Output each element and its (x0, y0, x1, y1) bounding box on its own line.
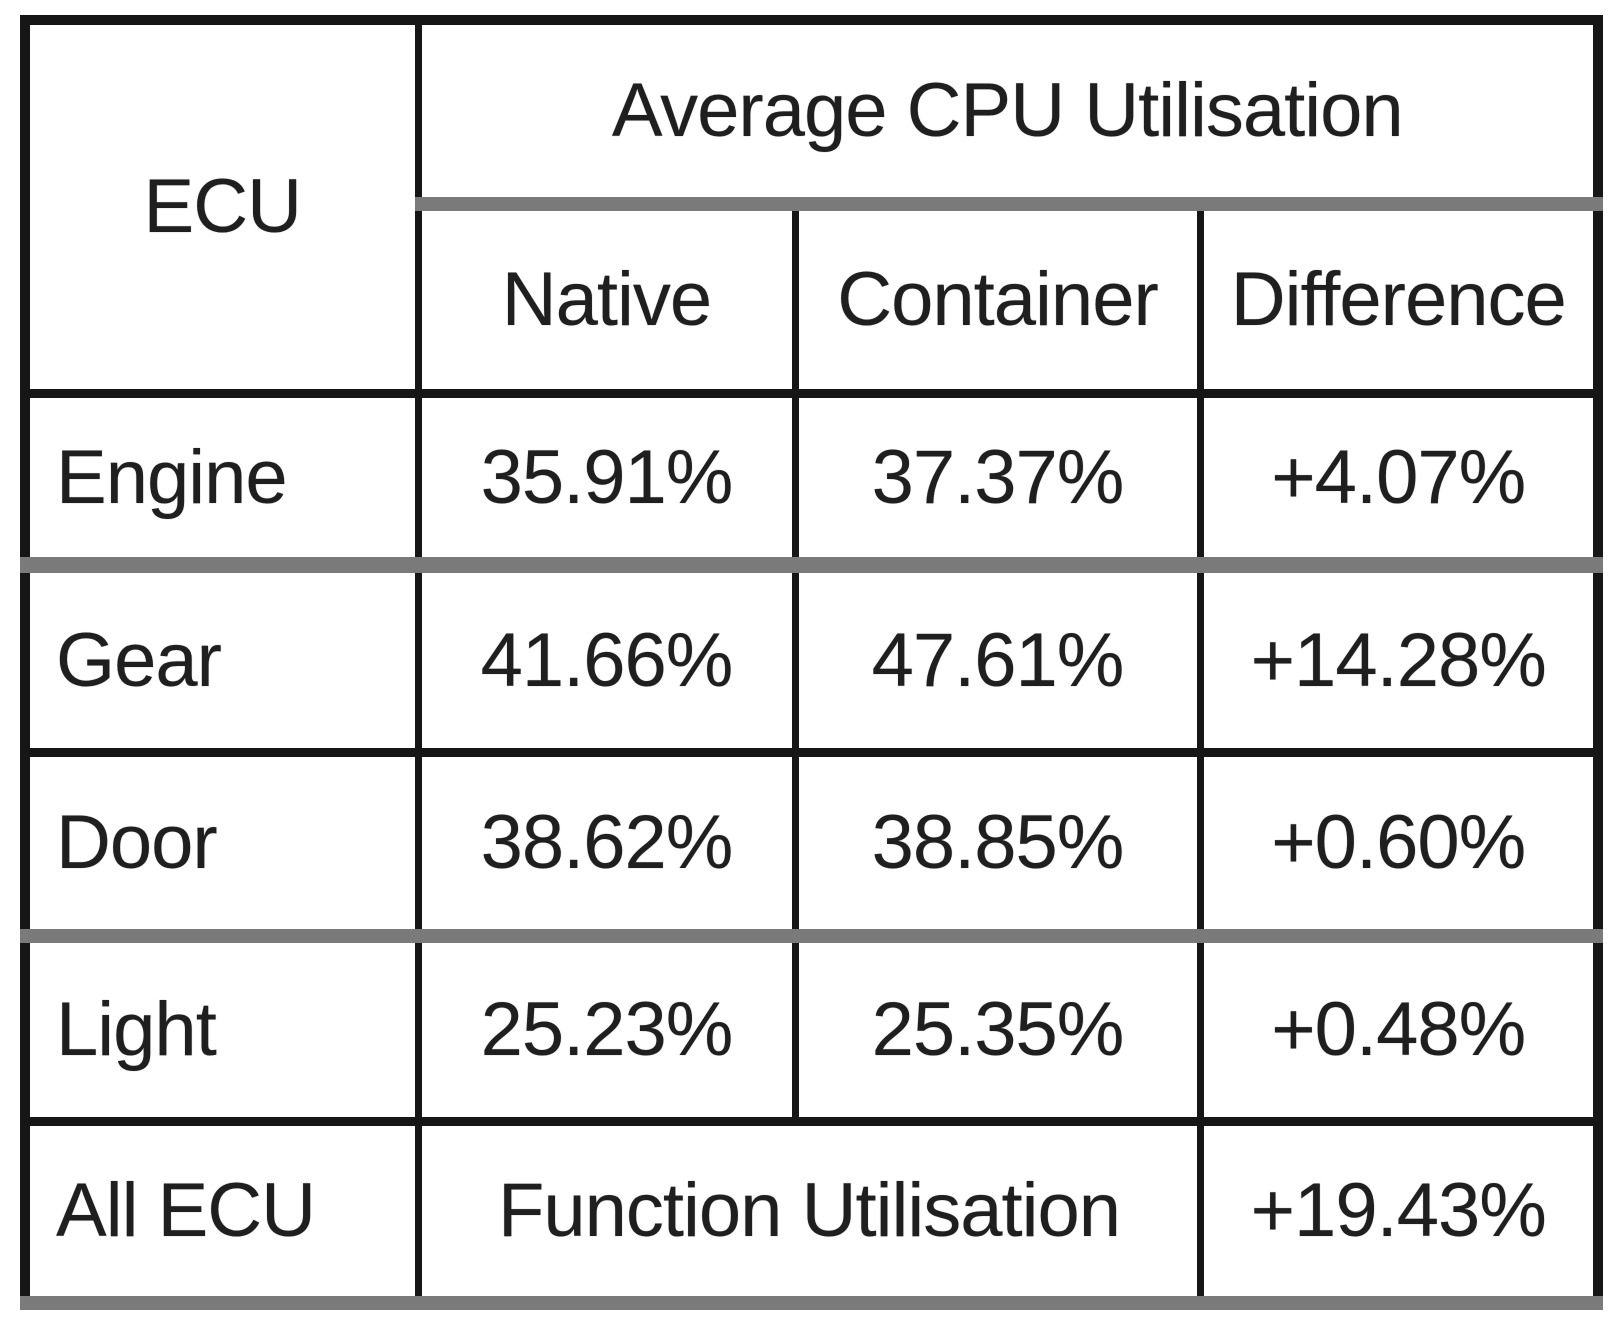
function-utilisation-cell: Function Utilisation (414, 1121, 1204, 1303)
gear-difference-value: +14.28% (1196, 564, 1602, 757)
subheader-container: Container (791, 203, 1204, 398)
gear-native-value: 41.66% (414, 564, 799, 757)
all-ecu-difference-value: +19.43% (1196, 1121, 1602, 1303)
row-label-door: Door (21, 752, 422, 943)
header-average-cpu-utilisation: Average CPU Utilisation (414, 20, 1602, 211)
table-row-gear: Gear 41.66% 47.61% +14.28% (21, 564, 1602, 757)
light-native-value: 25.23% (414, 935, 799, 1126)
row-label-all-ecu: All ECU (21, 1121, 422, 1303)
door-container-value: 38.85% (791, 752, 1204, 943)
engine-container-value: 37.37% (791, 393, 1204, 573)
door-native-value: 38.62% (414, 752, 799, 943)
engine-native-value: 35.91% (414, 393, 799, 573)
table-row-door: Door 38.62% 38.85% +0.60% (21, 752, 1602, 943)
header-row-group: ECU Average CPU Utilisation (21, 20, 1602, 398)
cpu-utilisation-table: ECU Average CPU Utilisation Native Conta… (20, 15, 1603, 1310)
header-row-sub: Native Container Difference (25, 203, 1602, 398)
table-row-light: Light 25.23% 25.35% +0.48% (21, 935, 1602, 1126)
light-difference-value: +0.48% (1196, 935, 1602, 1126)
engine-difference-value: +4.07% (1196, 393, 1602, 573)
subheader-native: Native (414, 203, 799, 398)
header-ecu: ECU (21, 20, 422, 398)
table-row-engine: Engine 35.91% 37.37% +4.07% (21, 393, 1602, 573)
table-row-all-ecu: All ECU Function Utilisation +19.43% (21, 1121, 1602, 1303)
row-label-gear: Gear (21, 564, 422, 757)
row-label-engine: Engine (21, 393, 422, 573)
subheader-difference: Difference (1196, 203, 1602, 398)
light-container-value: 25.35% (791, 935, 1204, 1126)
gear-container-value: 47.61% (791, 564, 1204, 757)
row-label-light: Light (21, 935, 422, 1126)
door-difference-value: +0.60% (1196, 752, 1602, 943)
